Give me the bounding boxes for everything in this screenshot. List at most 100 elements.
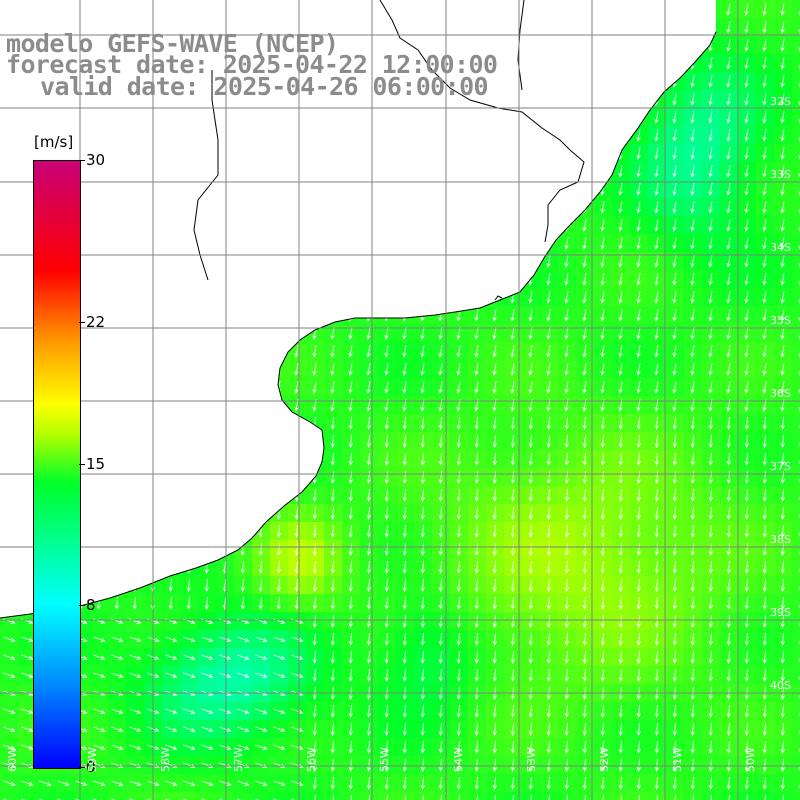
wind-speed-cell — [792, 234, 800, 252]
wind-arrow — [3, 780, 16, 786]
wind-arrow — [438, 452, 443, 466]
wind-arrow — [312, 722, 317, 736]
wind-arrow — [366, 363, 371, 376]
wind-arrow — [564, 632, 569, 646]
wind-arrow — [546, 470, 551, 484]
wind-arrow — [690, 740, 695, 754]
wind-arrow — [744, 776, 749, 790]
wind-arrow — [273, 780, 286, 786]
wind-arrow — [636, 147, 641, 160]
wind-arrow — [510, 470, 515, 484]
wind-arrow — [780, 39, 785, 52]
wind-arrow — [762, 237, 767, 250]
wind-arrow — [438, 632, 443, 646]
wind-arrow — [366, 327, 371, 340]
wind-arrow — [474, 416, 479, 430]
wind-arrow — [582, 578, 587, 592]
wind-arrow — [510, 650, 515, 664]
wind-arrow — [708, 578, 713, 592]
wind-arrow — [726, 488, 731, 502]
wind-arrow — [420, 560, 425, 574]
wind-arrow — [456, 434, 461, 448]
wind-arrow — [618, 506, 623, 520]
wind-arrow — [762, 21, 767, 34]
wind-arrow — [636, 381, 641, 394]
wind-arrow — [237, 744, 250, 750]
latitude-label: 37S — [770, 460, 791, 473]
wind-arrow — [474, 452, 479, 466]
wind-arrow — [384, 596, 389, 610]
wind-arrow — [348, 776, 353, 790]
wind-arrow — [204, 578, 209, 592]
wind-arrow — [762, 632, 767, 646]
wind-arrow — [510, 614, 515, 628]
wind-arrow — [744, 452, 749, 466]
wind-arrow — [420, 722, 425, 736]
wind-arrow — [219, 744, 232, 750]
wind-arrow — [708, 740, 713, 754]
wind-arrow — [21, 744, 34, 750]
wind-arrow — [600, 470, 605, 484]
wind-arrow — [348, 381, 353, 394]
wind-arrow — [546, 506, 551, 520]
wind-arrow — [690, 506, 695, 520]
wind-arrow — [690, 650, 695, 664]
wind-arrow — [330, 578, 335, 592]
wind-arrow — [672, 776, 677, 790]
wind-speed-cell — [792, 36, 800, 54]
wind-arrow — [780, 704, 785, 718]
wind-arrow — [582, 470, 587, 484]
wind-arrow — [600, 381, 605, 394]
wind-arrow — [348, 704, 353, 718]
wind-arrow — [528, 488, 533, 502]
wind-arrow — [528, 614, 533, 628]
wind-arrow — [744, 470, 749, 484]
wind-arrow — [255, 708, 268, 714]
wind-arrow — [348, 632, 353, 646]
wind-arrow — [582, 291, 587, 304]
wind-arrow — [726, 111, 731, 124]
wind-arrow — [762, 165, 767, 178]
wind-arrow — [294, 524, 299, 538]
wind-arrow — [258, 542, 263, 556]
wind-arrow — [564, 488, 569, 502]
wind-arrow — [564, 434, 569, 448]
wind-arrow — [708, 542, 713, 556]
wind-arrow — [564, 416, 569, 430]
wind-arrow — [762, 488, 767, 502]
wind-arrow — [654, 273, 659, 286]
wind-arrow — [690, 578, 695, 592]
wind-speed-cell — [792, 432, 800, 450]
wind-arrow — [111, 744, 124, 750]
wind-arrow — [564, 237, 569, 250]
wind-arrow — [726, 704, 731, 718]
wind-arrow — [744, 165, 749, 178]
wind-arrow — [492, 632, 497, 646]
wind-speed-cell — [792, 216, 800, 234]
wind-arrow — [510, 309, 515, 322]
coastline — [0, 31, 717, 619]
wind-arrow — [294, 381, 299, 394]
wind-arrow — [744, 291, 749, 304]
wind-arrow — [762, 506, 767, 520]
wind-arrow — [654, 327, 659, 340]
colorbar-tick — [79, 605, 85, 607]
wind-arrow — [330, 363, 335, 376]
wind-arrow — [600, 255, 605, 268]
wind-arrow — [114, 596, 119, 610]
wind-arrow — [492, 668, 497, 682]
wind-arrow — [780, 776, 785, 790]
wind-arrow — [528, 434, 533, 448]
wind-arrow — [744, 596, 749, 610]
wind-arrow — [564, 452, 569, 466]
wind-arrow — [492, 327, 497, 340]
wind-arrow — [456, 704, 461, 718]
wind-arrow — [600, 452, 605, 466]
wind-arrow — [368, 794, 370, 800]
wind-arrow — [690, 93, 695, 106]
wind-arrow — [546, 381, 551, 394]
wind-arrow — [654, 542, 659, 556]
wind-arrow — [690, 219, 695, 232]
wind-arrow — [744, 363, 749, 376]
wind-speed-cell — [792, 648, 800, 666]
